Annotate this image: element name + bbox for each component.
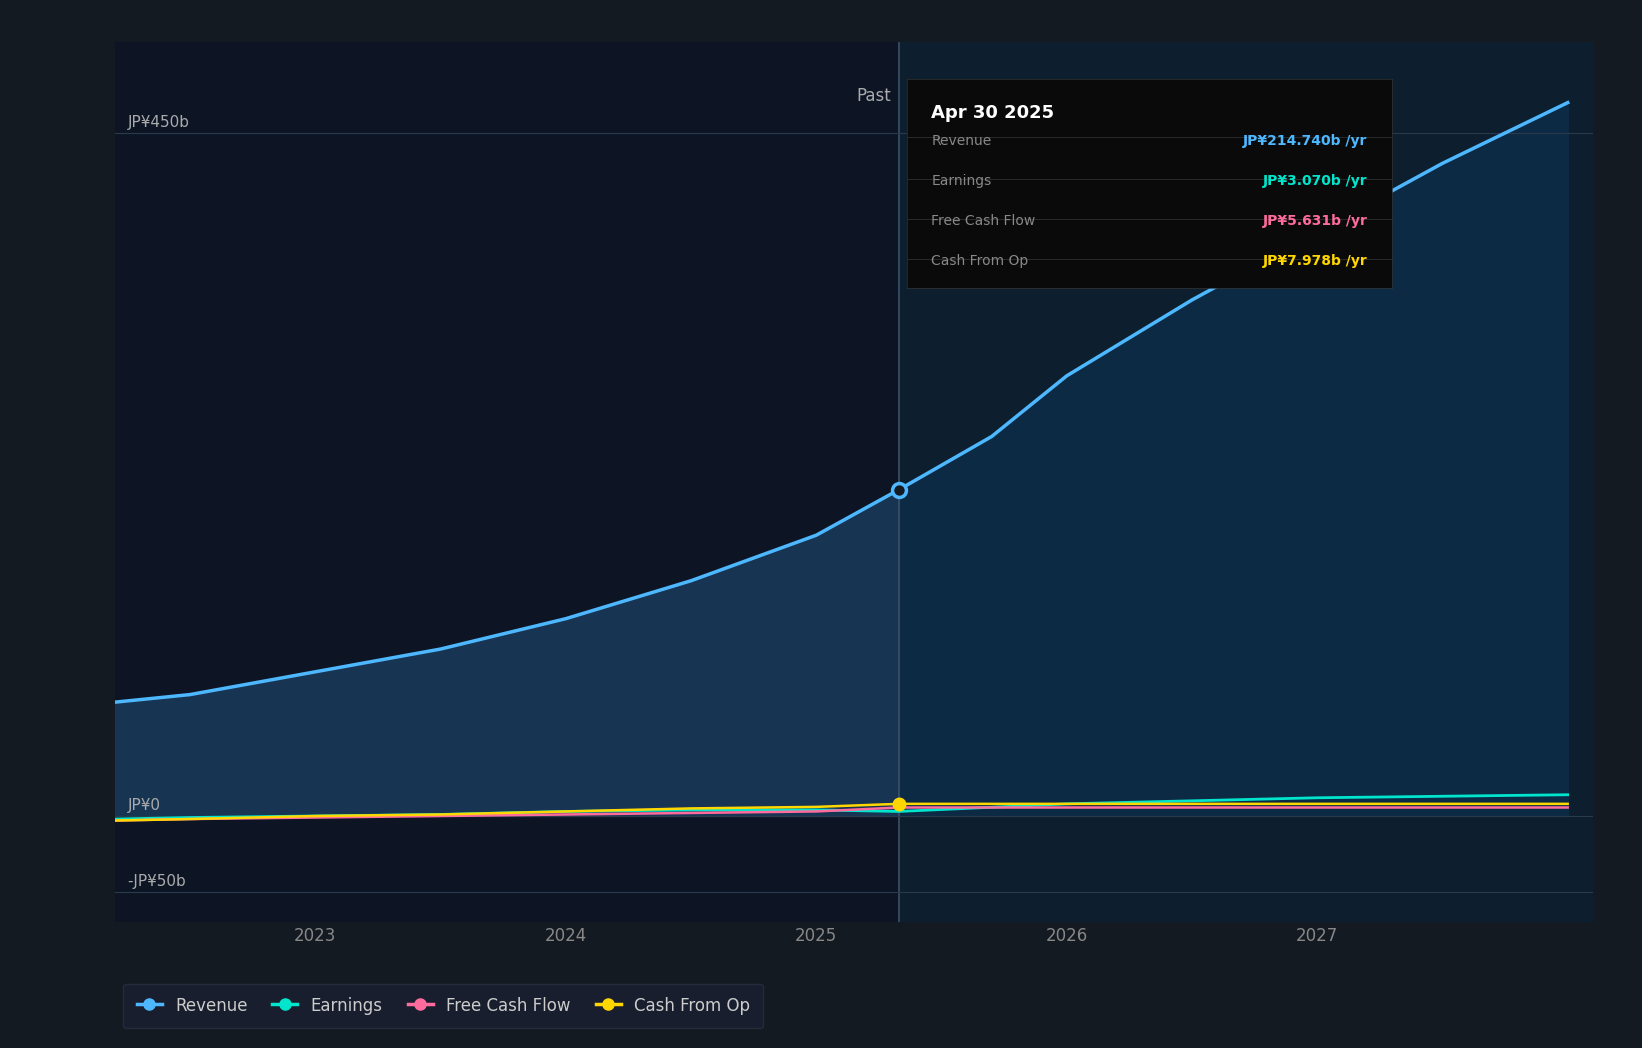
Text: JP¥3.070b /yr: JP¥3.070b /yr: [1263, 174, 1368, 189]
Text: Analysts Forecasts: Analysts Forecasts: [911, 87, 1066, 106]
Text: Cash From Op: Cash From Op: [931, 254, 1028, 268]
Bar: [115, 42, 898, 922]
Text: JP¥5.631b /yr: JP¥5.631b /yr: [1263, 214, 1368, 228]
Text: Earnings: Earnings: [931, 174, 992, 189]
Text: JP¥450b: JP¥450b: [128, 115, 189, 130]
Text: JP¥214.740b /yr: JP¥214.740b /yr: [1243, 134, 1368, 149]
Text: Apr 30 2025: Apr 30 2025: [931, 104, 1054, 122]
Bar: [898, 42, 1593, 922]
Text: -JP¥50b: -JP¥50b: [128, 874, 186, 889]
Text: Past: Past: [857, 87, 892, 106]
Text: JP¥0: JP¥0: [128, 798, 161, 813]
Text: JP¥7.978b /yr: JP¥7.978b /yr: [1263, 254, 1368, 268]
Legend: Revenue, Earnings, Free Cash Flow, Cash From Op: Revenue, Earnings, Free Cash Flow, Cash …: [123, 983, 764, 1028]
Text: Free Cash Flow: Free Cash Flow: [931, 214, 1036, 228]
Text: Revenue: Revenue: [931, 134, 992, 149]
